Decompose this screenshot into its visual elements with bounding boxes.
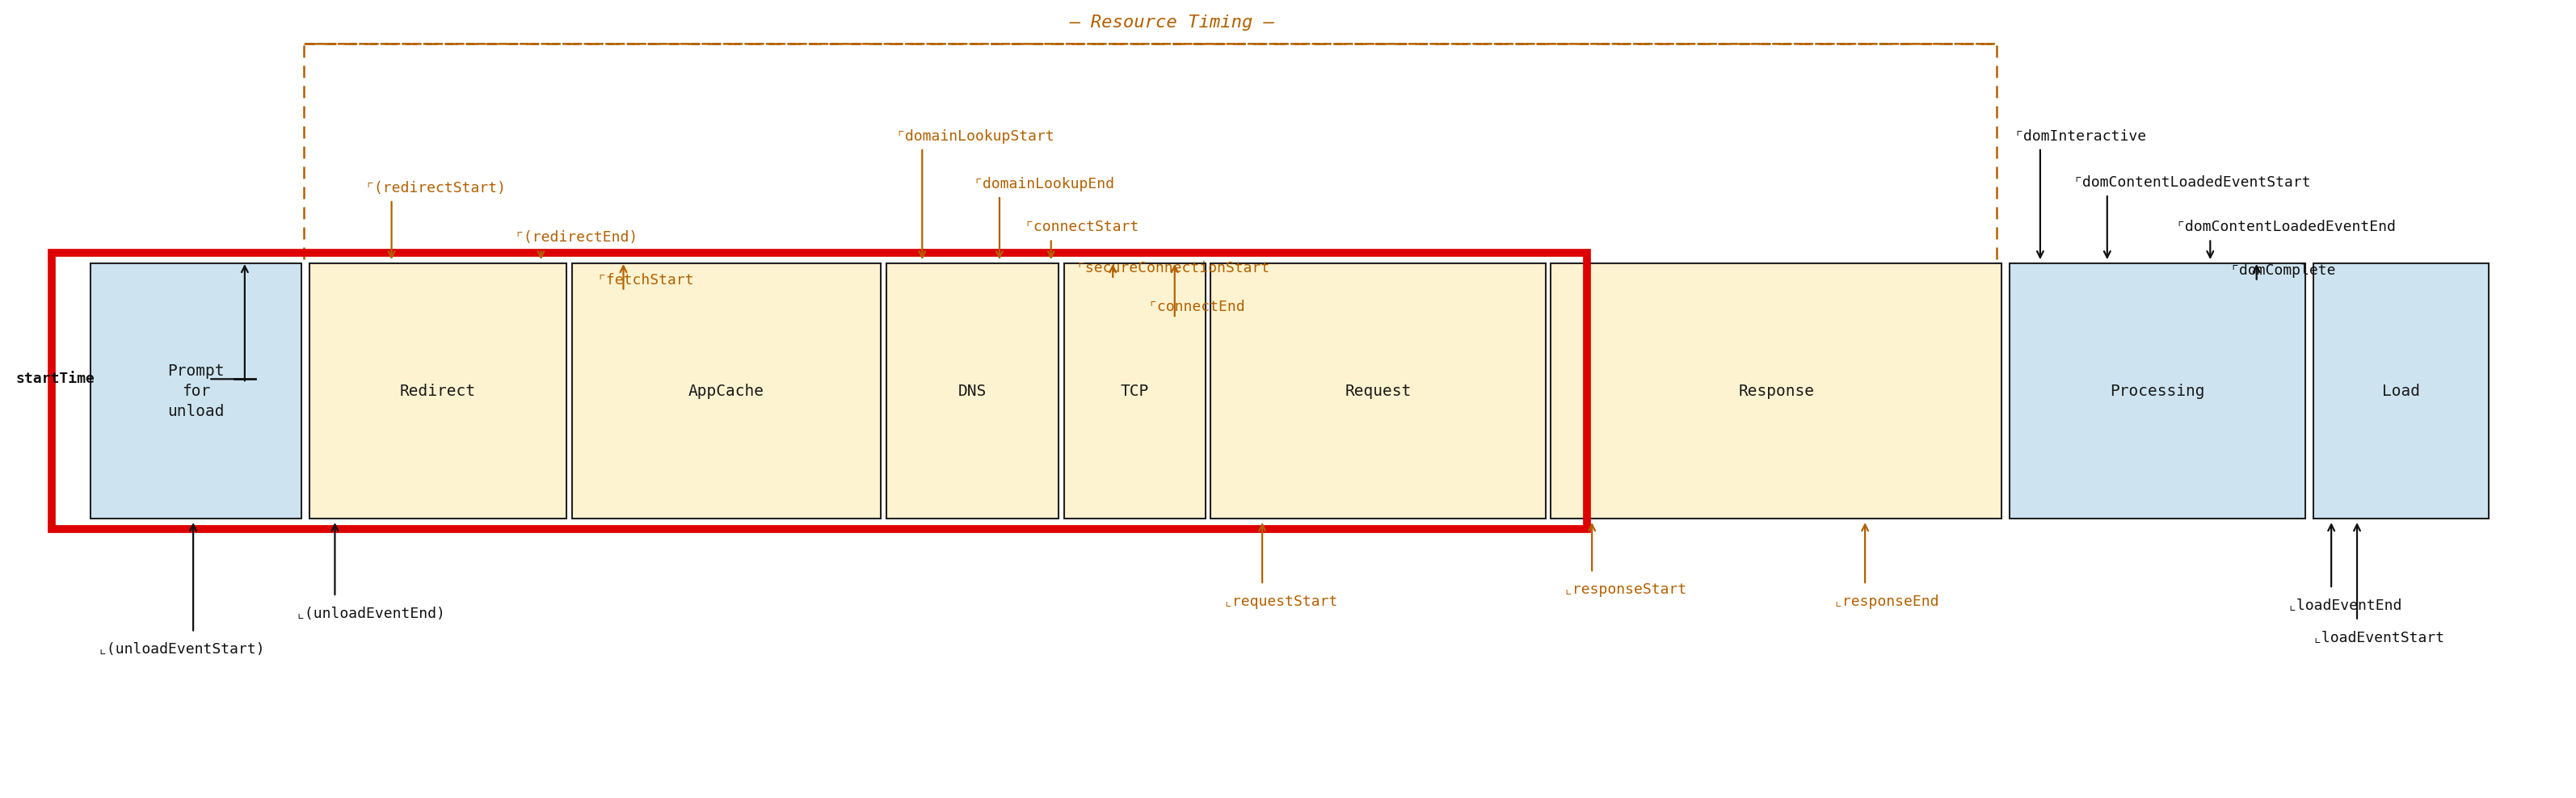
Text: ⌞loadEventStart: ⌞loadEventStart: [2313, 630, 2445, 645]
Bar: [572, 263, 881, 519]
Text: ⌞responseStart: ⌞responseStart: [1564, 583, 1687, 597]
Text: Load: Load: [2383, 383, 2419, 399]
Text: DNS: DNS: [958, 383, 987, 399]
Bar: [52, 253, 1587, 529]
Text: ⌞requestStart: ⌞requestStart: [1224, 595, 1337, 609]
Text: ⌜domInteractive: ⌜domInteractive: [2014, 129, 2146, 144]
Text: Response: Response: [1739, 383, 1814, 399]
Bar: [1211, 263, 1546, 519]
Text: ⌞(unloadEventStart): ⌞(unloadEventStart): [98, 642, 265, 657]
Bar: [2313, 263, 2488, 519]
Text: ⌜secureConnectionStart: ⌜secureConnectionStart: [1077, 261, 1270, 275]
Bar: [90, 263, 301, 519]
Text: startTime: startTime: [15, 372, 95, 386]
Text: AppCache: AppCache: [688, 383, 765, 399]
Text: Prompt
for
unload: Prompt for unload: [167, 363, 224, 419]
Text: Request: Request: [1345, 383, 1412, 399]
Bar: [1064, 263, 1206, 519]
Bar: [2009, 263, 2306, 519]
Text: ⌞responseEnd: ⌞responseEnd: [1834, 595, 1940, 609]
Text: Processing: Processing: [2110, 383, 2205, 399]
Text: ⌜domContentLoadedEventStart: ⌜domContentLoadedEventStart: [2074, 176, 2311, 190]
Text: ⌜(redirectEnd): ⌜(redirectEnd): [515, 231, 639, 245]
Text: ⌜(redirectStart): ⌜(redirectStart): [366, 181, 507, 196]
Text: ⌜domainLookupStart: ⌜domainLookupStart: [896, 129, 1054, 144]
Text: — Resource Timing —: — Resource Timing —: [1069, 14, 1275, 30]
Bar: [886, 263, 1059, 519]
Bar: [1551, 263, 2002, 519]
Text: ⌜connectEnd: ⌜connectEnd: [1149, 300, 1247, 314]
Text: ⌞loadEventEnd: ⌞loadEventEnd: [2287, 598, 2401, 613]
Text: ⌜fetchStart: ⌜fetchStart: [598, 273, 696, 287]
Bar: [309, 263, 567, 519]
Text: ⌜connectStart: ⌜connectStart: [1025, 220, 1139, 235]
Text: Redirect: Redirect: [399, 383, 477, 399]
Text: ⌞(unloadEventEnd): ⌞(unloadEventEnd): [296, 606, 446, 621]
Text: ⌜domContentLoadedEventEnd: ⌜domContentLoadedEventEnd: [2177, 220, 2396, 235]
Text: TCP: TCP: [1121, 383, 1149, 399]
Text: ⌜domComplete: ⌜domComplete: [2231, 263, 2336, 278]
Text: ⌜domainLookupEnd: ⌜domainLookupEnd: [974, 177, 1115, 192]
